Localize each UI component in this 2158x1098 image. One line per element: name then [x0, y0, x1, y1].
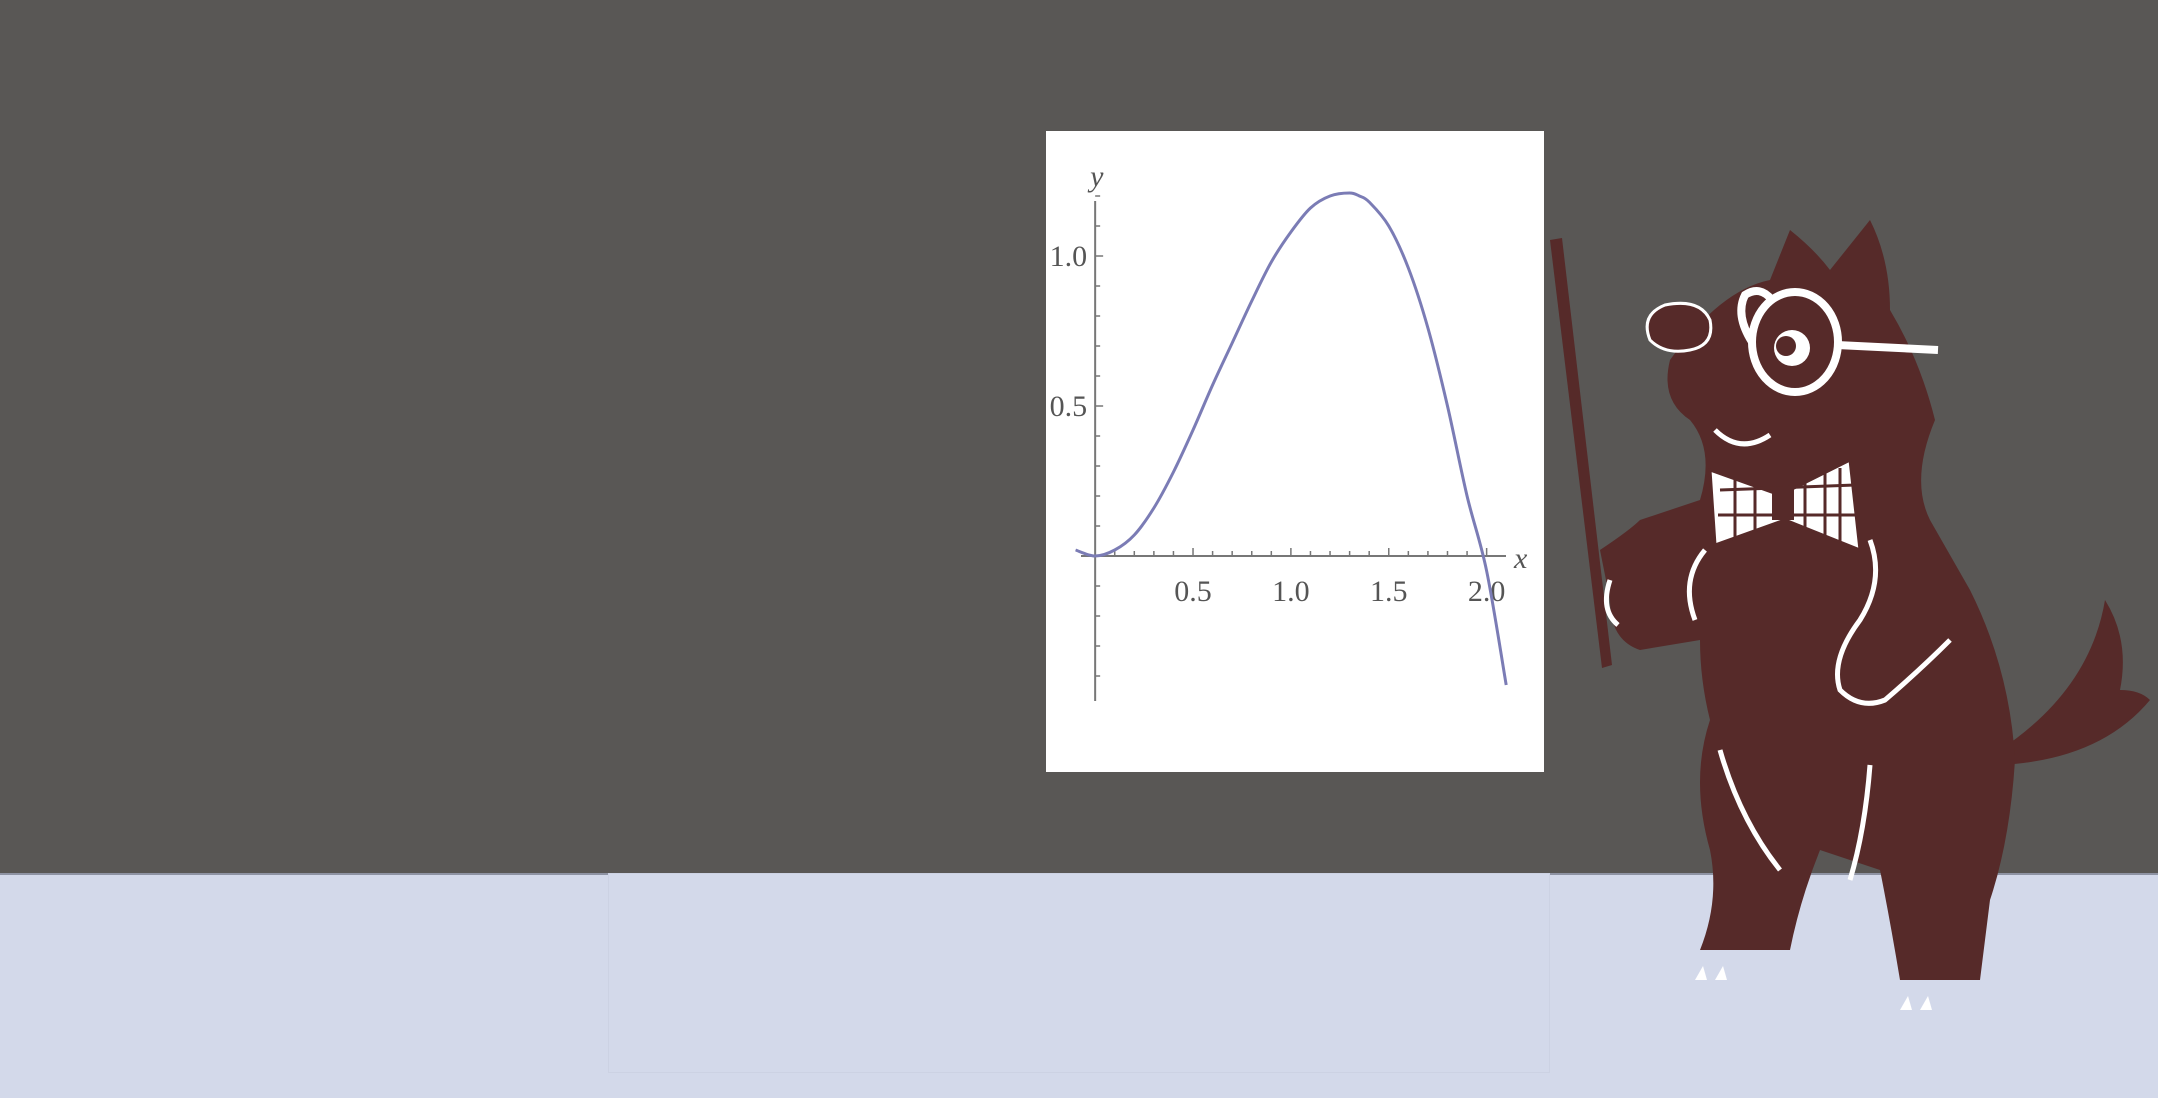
x-tick-label: 0.5	[1174, 575, 1212, 608]
y-axis-label: y	[1087, 160, 1104, 193]
bear-mouth	[1713, 428, 1772, 447]
y-tick-label: 1.0	[1050, 240, 1088, 273]
function-curve	[1075, 191, 1508, 686]
x-axis-ticks: 0.5 1.0 1.5 2.0	[1113, 548, 1506, 608]
bear-claws	[1695, 966, 1932, 1010]
professor-bear-mascot	[1550, 220, 2150, 1010]
function-plot: 0.5 1.0 1.5 2.0 0.5 1.0 x y	[1050, 160, 1528, 701]
x-tick-label: 1.5	[1370, 575, 1408, 608]
glasses-icon	[1737, 287, 1939, 396]
x-tick-label: 2.0	[1468, 575, 1506, 608]
bear-outline-details	[1603, 539, 1952, 881]
x-tick-label: 1.0	[1272, 575, 1310, 608]
bear-tail	[2000, 600, 2150, 765]
plot-card: 0.5 1.0 1.5 2.0 0.5 1.0 x y	[1046, 131, 1544, 772]
y-axis-ticks: 0.5 1.0	[1050, 195, 1104, 677]
bear-body	[1600, 220, 2015, 980]
y-tick-label: 0.5	[1050, 390, 1088, 423]
answer-panel[interactable]	[608, 873, 1550, 1073]
bear-snout	[1645, 301, 1713, 353]
bow-tie-icon	[1708, 457, 1862, 553]
x-axis-label: x	[1513, 542, 1528, 575]
bear-pupil	[1776, 336, 1796, 356]
pointer-stick	[1550, 238, 1612, 668]
